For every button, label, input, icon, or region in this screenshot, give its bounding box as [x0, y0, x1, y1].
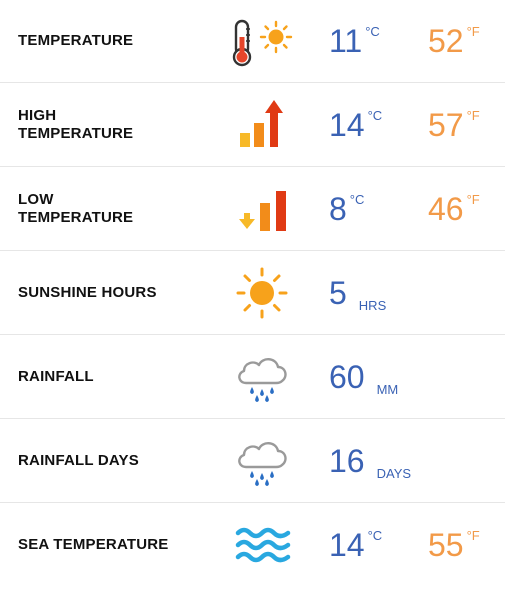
metric-value: 5 HRS — [329, 274, 387, 313]
metric-value: 14 °C — [329, 106, 383, 143]
metric-value: 16 DAYS — [329, 442, 412, 481]
sun-icon — [232, 265, 294, 321]
imperial-value: 52 °F — [428, 23, 480, 59]
thermometer-sun-icon — [232, 13, 294, 69]
imperial-value: 57 °F — [428, 106, 480, 143]
rain-cloud-icon — [232, 349, 294, 405]
sea-waves-icon — [232, 517, 294, 573]
stat-row-low-temperature: LOW TEMPERATURE 8 °C 46 °F — [0, 167, 505, 251]
stat-row-sea-temperature: SEA TEMPERATURE 14 °C 55 °F — [0, 503, 505, 587]
metric-value: 8 °C — [329, 190, 365, 227]
imperial-value: 46 °F — [428, 190, 480, 227]
stat-row-rainfall: RAINFALL 60 MM — [0, 335, 505, 419]
metric-value: 11 °C — [329, 23, 380, 59]
stat-label: HIGH TEMPERATURE — [18, 106, 134, 142]
stat-row-rainfall-days: RAINFALL DAYS 16 DAYS — [0, 419, 505, 503]
stat-label: TEMPERATURE — [18, 32, 134, 49]
stat-label: SUNSHINE HOURS — [18, 283, 157, 301]
stat-row-sunshine-hours: SUNSHINE HOURS 5 HRS — [0, 251, 505, 335]
stat-row-high-temperature: HIGH TEMPERATURE 14 °C 57 °F — [0, 83, 505, 167]
metric-value: 60 MM — [329, 358, 399, 397]
stat-label: SEA TEMPERATURE — [18, 536, 169, 553]
metric-value: 14 °C — [329, 527, 383, 563]
stat-row-temperature: TEMPERATURE — [0, 0, 505, 83]
rain-cloud-icon — [232, 433, 294, 489]
stat-label: RAINFALL — [18, 367, 94, 385]
stat-label: LOW TEMPERATURE — [18, 190, 134, 226]
high-temperature-bars-icon — [232, 97, 294, 153]
low-temperature-bars-icon — [232, 181, 294, 237]
stat-label: RAINFALL DAYS — [18, 451, 139, 469]
imperial-value: 55 °F — [428, 527, 480, 563]
